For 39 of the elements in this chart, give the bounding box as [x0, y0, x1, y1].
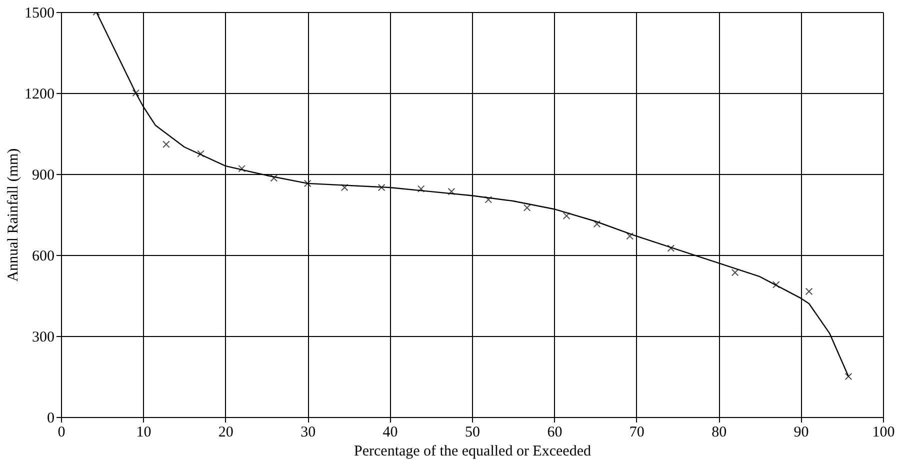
x-tick-label: 30 — [300, 424, 316, 440]
y-tick-label: 600 — [32, 248, 54, 264]
point — [772, 281, 780, 288]
y-tick-label: 0 — [47, 410, 54, 426]
y-tick-label: 1500 — [24, 6, 54, 22]
point — [805, 288, 813, 296]
point — [523, 204, 531, 212]
y-tick-label: 1200 — [24, 86, 54, 102]
x-tick-label: 60 — [547, 424, 562, 440]
x-tick-label: 100 — [872, 424, 895, 440]
x-tick-label: 20 — [218, 424, 234, 440]
point — [378, 184, 386, 192]
point — [132, 89, 140, 97]
point — [731, 268, 739, 276]
x-tick-label: 50 — [465, 424, 480, 440]
x-tick-label: 10 — [136, 424, 152, 440]
point — [197, 150, 204, 158]
x-tick-label: 0 — [58, 424, 66, 440]
point — [484, 196, 492, 204]
point — [562, 212, 570, 220]
point — [270, 174, 278, 182]
point — [593, 220, 601, 228]
point — [448, 188, 456, 196]
x-axis-title: Percentage of the equalled or Exceeded — [354, 444, 592, 460]
point — [340, 184, 348, 192]
x-tick-label: 80 — [712, 424, 727, 440]
x-tick-label: 40 — [382, 424, 398, 440]
y-tick-label: 300 — [32, 330, 54, 346]
x-tick-label: 70 — [629, 424, 644, 440]
point — [238, 164, 246, 172]
y-axis-title: Annual Rainfall (mm) — [6, 148, 22, 282]
point — [626, 232, 634, 240]
point — [844, 372, 852, 380]
point — [417, 185, 425, 193]
point — [667, 244, 675, 252]
x-tick-label: 90 — [794, 424, 809, 440]
point — [162, 140, 170, 148]
point — [304, 180, 312, 188]
y-tick-label: 900 — [32, 168, 54, 184]
